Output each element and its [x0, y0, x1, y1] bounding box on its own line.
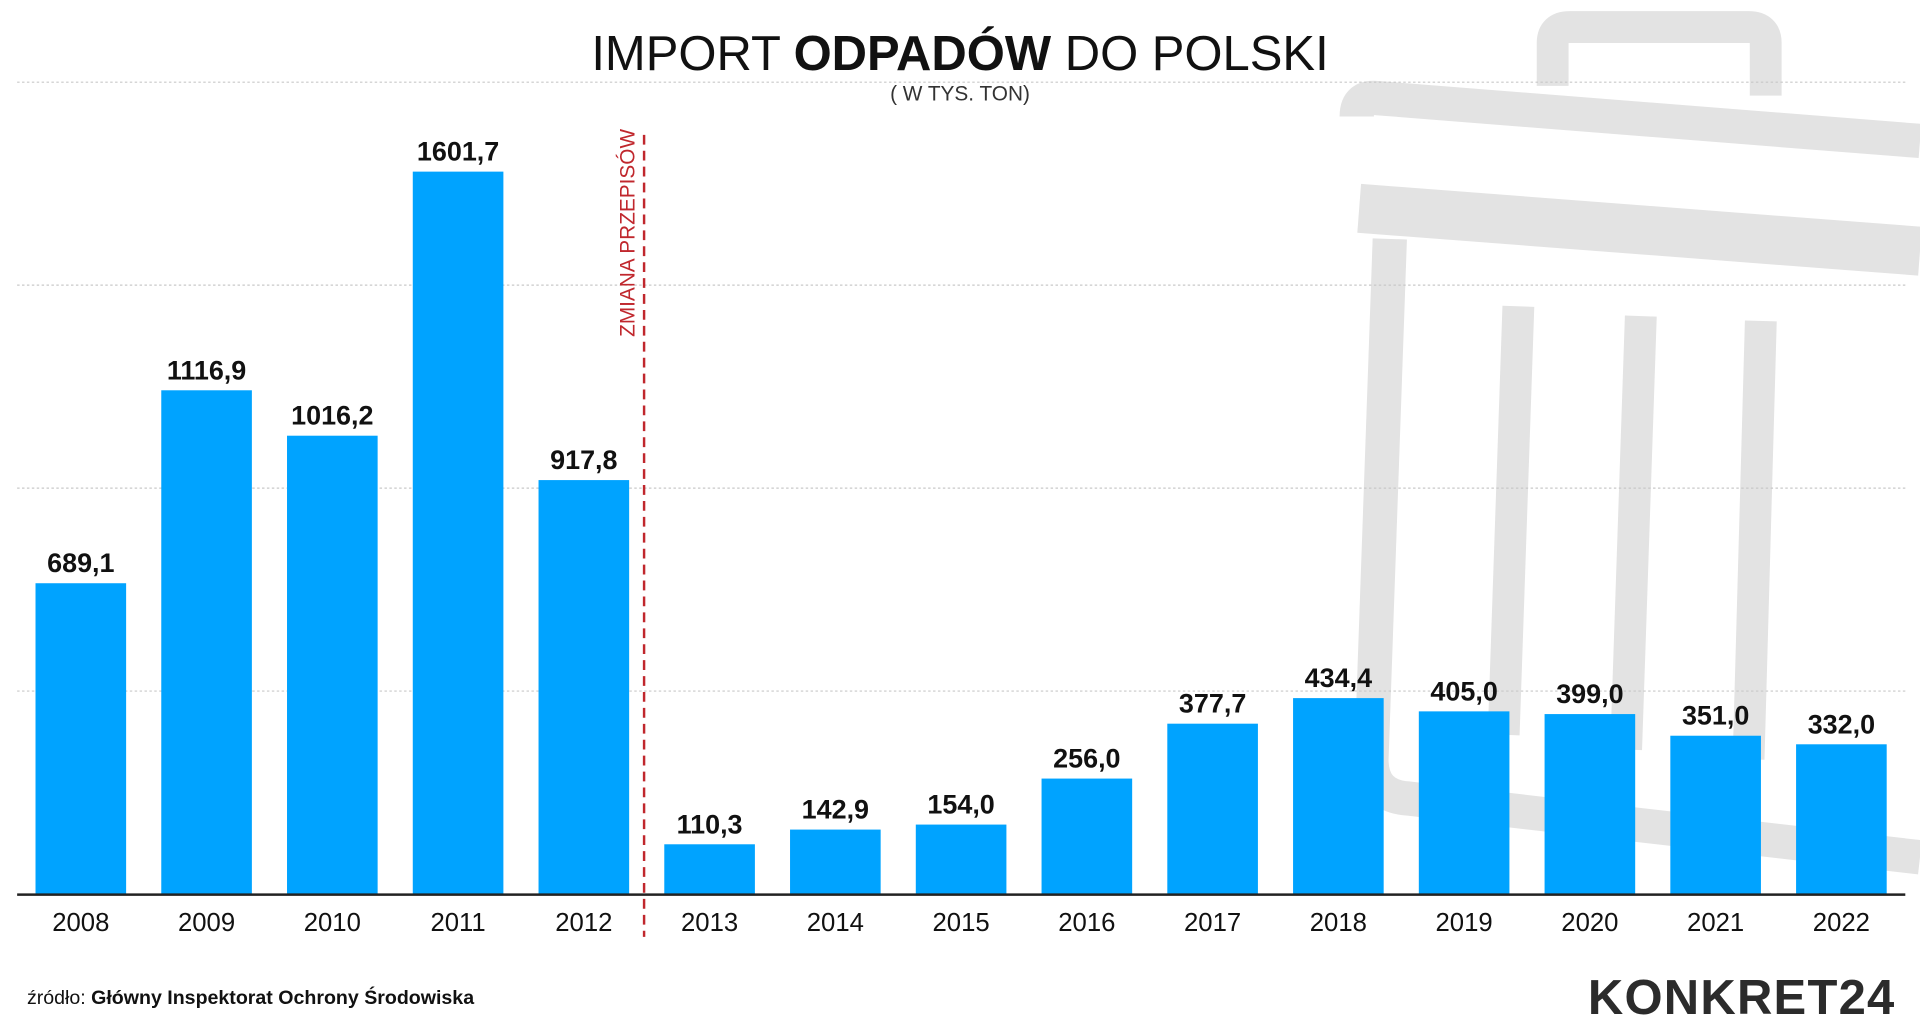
bar-2019 [1418, 711, 1510, 895]
value-label: 689,1 [47, 548, 114, 578]
value-label: 434,4 [1305, 663, 1372, 693]
x-tick-label: 2021 [1687, 909, 1744, 937]
bar-2011 [412, 171, 504, 895]
bar-2009 [161, 390, 252, 895]
value-label: 110,3 [677, 809, 743, 839]
value-label: 351,0 [1682, 701, 1749, 731]
x-tick-label: 2012 [555, 909, 612, 937]
x-tick-label: 2014 [807, 909, 864, 937]
bar-2008 [35, 583, 127, 895]
source-prefix: źródło: [27, 987, 91, 1009]
value-label: 256,0 [1053, 744, 1120, 774]
bar-2012 [538, 480, 630, 895]
bar-2021 [1670, 735, 1761, 895]
bar-2016 [1041, 778, 1133, 895]
title-part-2: ODPADÓW [794, 26, 1052, 81]
x-tick-label: 2011 [430, 909, 485, 937]
bar-2022 [1796, 744, 1887, 895]
x-tick-label: 2013 [681, 909, 738, 937]
x-tick-label: 2015 [933, 909, 990, 937]
x-tick-label: 2008 [52, 909, 109, 937]
value-label: 377,7 [1179, 689, 1246, 719]
bar-2013 [664, 844, 755, 895]
value-label: 917,8 [550, 445, 617, 475]
bar-2018 [1293, 698, 1384, 895]
value-label: 1601,7 [417, 137, 499, 167]
value-label: 1116,9 [167, 355, 246, 385]
value-label: 1016,2 [291, 401, 373, 431]
title-part-1: IMPORT [591, 27, 793, 81]
bar-2017 [1167, 723, 1258, 895]
x-tick-label: 2016 [1058, 909, 1115, 937]
value-label: 405,0 [1430, 676, 1497, 706]
x-tick-label: 2018 [1310, 909, 1367, 937]
value-label: 142,9 [802, 795, 869, 825]
x-tick-label: 2019 [1436, 909, 1493, 937]
konkret24-logo: KONKRET24 [1588, 971, 1896, 1025]
source-note: źródło: Główny Inspektorat Ochrony Środo… [27, 985, 475, 1009]
value-label: 154,0 [927, 790, 994, 820]
value-label: 332,0 [1808, 709, 1875, 739]
regulation-change-label: ZMIANA PRZEPISÓW [616, 129, 639, 337]
bar-2014 [790, 829, 881, 895]
chart-subtitle: ( W TYS. TON) [890, 83, 1030, 106]
x-tick-label: 2010 [304, 909, 361, 937]
value-label: 399,0 [1556, 679, 1623, 709]
bar-2015 [915, 824, 1007, 895]
x-tick-label: 2022 [1813, 909, 1870, 937]
x-tick-label: 2009 [178, 909, 235, 937]
source-name: Główny Inspektorat Ochrony Środowiska [91, 985, 475, 1009]
bar-2020 [1544, 714, 1636, 895]
x-tick-label: 2017 [1184, 909, 1241, 937]
x-tick-label: 2020 [1561, 909, 1618, 937]
chart-title: IMPORT ODPADÓW DO POLSKI [591, 26, 1328, 81]
title-part-3: DO POLSKI [1051, 27, 1329, 81]
bar-2010 [287, 435, 378, 895]
